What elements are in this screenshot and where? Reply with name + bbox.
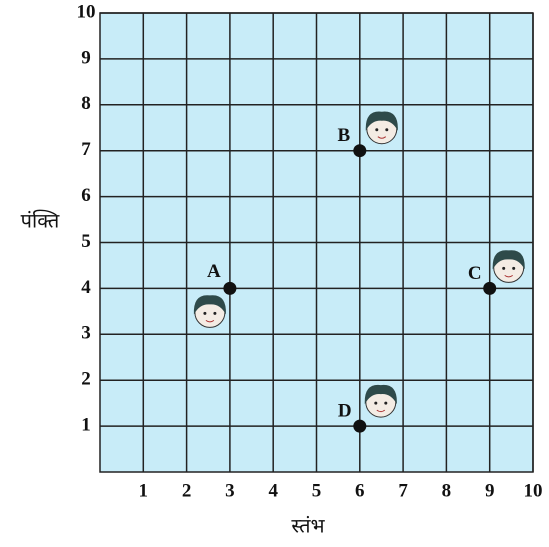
eye bbox=[385, 128, 389, 132]
point-label: C bbox=[468, 263, 482, 284]
hair bbox=[364, 384, 397, 405]
y-tick-label: 1 bbox=[81, 414, 91, 435]
x-tick-label: 3 bbox=[225, 480, 235, 501]
x-tick-label: 4 bbox=[268, 480, 278, 501]
eye bbox=[374, 401, 378, 405]
y-tick-label: 7 bbox=[81, 139, 91, 160]
point bbox=[223, 281, 237, 295]
x-tick-label: 9 bbox=[485, 480, 495, 501]
eye bbox=[375, 128, 379, 132]
y-axis-title: पंक्ति bbox=[21, 209, 60, 233]
point bbox=[353, 419, 367, 433]
point-label: B bbox=[337, 125, 350, 146]
eye bbox=[213, 311, 217, 315]
y-tick-label: 8 bbox=[81, 93, 91, 114]
point-label: D bbox=[338, 400, 352, 421]
eye bbox=[384, 401, 388, 405]
face-icon bbox=[364, 384, 397, 418]
x-tick-label: 7 bbox=[398, 480, 408, 501]
hair bbox=[492, 250, 525, 270]
mouth bbox=[504, 274, 513, 278]
x-tick-label: 5 bbox=[312, 480, 322, 501]
x-tick-label: 2 bbox=[182, 480, 192, 501]
point bbox=[353, 144, 367, 158]
y-tick-label: 10 bbox=[77, 1, 96, 22]
eye bbox=[512, 266, 516, 270]
y-tick-label: 9 bbox=[81, 47, 91, 68]
mouth bbox=[377, 136, 387, 139]
y-tick-label: 6 bbox=[81, 185, 91, 206]
mouth bbox=[205, 319, 215, 323]
x-axis-title: स्तंभ bbox=[291, 514, 325, 538]
y-tick-label: 4 bbox=[81, 277, 91, 298]
eye bbox=[203, 311, 207, 315]
x-tick-label: 6 bbox=[355, 480, 365, 501]
y-tick-label: 2 bbox=[81, 369, 91, 390]
point bbox=[483, 281, 497, 295]
x-tick-label: 1 bbox=[139, 480, 149, 501]
face-icon bbox=[193, 295, 226, 328]
y-tick-label: 5 bbox=[81, 231, 91, 252]
point-label: A bbox=[207, 261, 221, 282]
y-tick-label: 3 bbox=[81, 323, 91, 344]
hair bbox=[193, 295, 226, 315]
hair bbox=[365, 111, 398, 131]
face-icon bbox=[365, 111, 398, 145]
x-tick-label: 8 bbox=[442, 480, 452, 501]
face-icon bbox=[492, 250, 525, 283]
x-tick-label: 10 bbox=[524, 480, 543, 501]
eye bbox=[502, 266, 506, 270]
mouth bbox=[376, 409, 386, 413]
